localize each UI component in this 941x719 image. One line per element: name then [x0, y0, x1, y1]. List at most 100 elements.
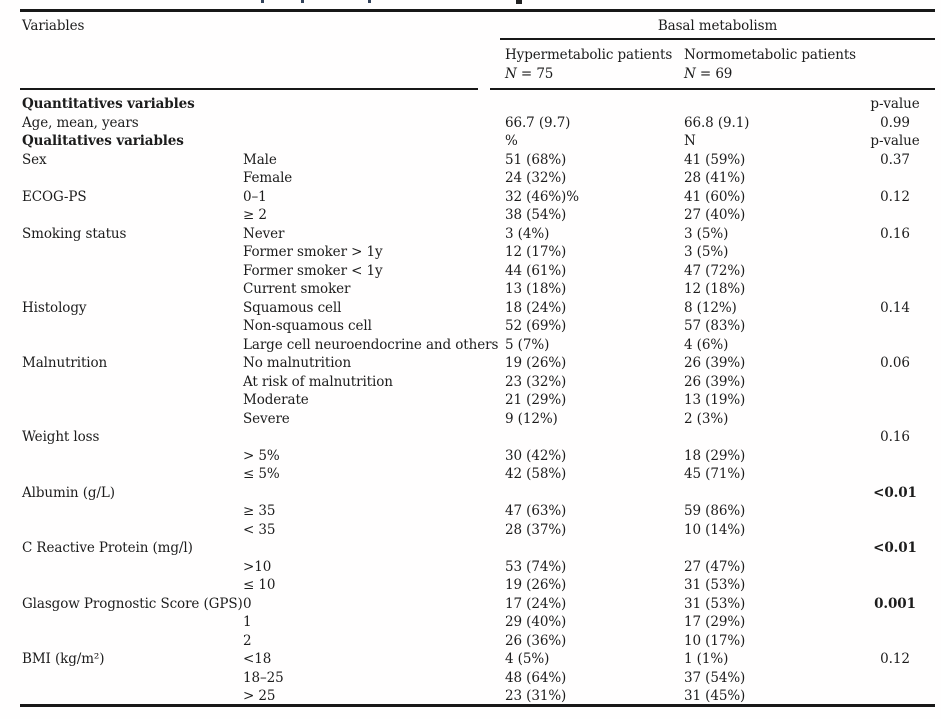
category-cell: Moderate	[243, 392, 309, 408]
hyper-value-cell: 48 (64%)	[505, 669, 567, 686]
p-value-cell: p-value	[870, 96, 920, 112]
hyper-value-cell: 19 (26%)	[505, 577, 567, 593]
hyper-value-cell: 21 (29%)	[505, 392, 567, 408]
normo-value-cell: 59 (86%)	[684, 503, 746, 519]
table-row: Malnutrition No malnutrition 19 (26%) 26 (3…	[20, 354, 935, 373]
table-row: Age, mean, years 66.7 (9.7) 66.8 (9.1) 0.99	[20, 114, 935, 133]
variable-cell: Glasgow Prognostic Score (GPS)	[22, 595, 243, 612]
normo-value-cell: 26 (39%)	[684, 373, 746, 390]
table-body: Quantitatives variables p-value Age, mean,…	[20, 95, 935, 706]
normo-value-cell: 41 (59%)	[684, 151, 746, 168]
caption-fragment	[368, 0, 371, 3]
variable-cell	[20, 391, 243, 410]
normo-value-cell: 27 (40%)	[684, 207, 746, 223]
normo-value-cell	[684, 95, 855, 114]
table-row: C Reactive Protein (mg/l) <0.01	[20, 539, 935, 558]
variable-cell: Qualitatives variables	[22, 133, 184, 149]
variable-cell: Malnutrition	[22, 355, 108, 371]
column-header-hypermetabolic: Hypermetabolic patients N = 75	[505, 46, 672, 83]
hyper-value-cell: 18 (24%)	[505, 299, 567, 316]
table-rule-top	[20, 9, 935, 12]
variable-cell: ECOG-PS	[22, 188, 87, 205]
variable-cell: Age, mean, years	[22, 114, 139, 131]
variable-cell: C Reactive Protein (mg/l)	[22, 540, 193, 556]
category-cell	[243, 114, 505, 133]
category-cell: Squamous cell	[243, 299, 342, 316]
hyper-value-cell: 52 (69%)	[505, 318, 567, 334]
p-value-cell	[855, 373, 935, 392]
hyper-value-cell: 23 (32%)	[505, 373, 567, 390]
hyper-value-cell: 26 (36%)	[505, 632, 567, 649]
normo-value-cell: 28 (41%)	[684, 170, 746, 186]
category-cell: Female	[243, 170, 293, 186]
p-value-cell: 0.12	[880, 188, 910, 205]
category-cell: Never	[243, 225, 285, 242]
table-rule-header-left	[20, 88, 478, 90]
category-cell	[243, 484, 505, 503]
category-cell	[243, 428, 505, 447]
p-value-cell	[855, 243, 935, 262]
hyper-value-cell: 3 (4%)	[505, 225, 550, 242]
table-row: ECOG-PS 0–1 32 (46%)% 41 (60%) 0.12	[20, 188, 935, 207]
p-value-cell	[855, 465, 935, 484]
variable-cell	[20, 632, 243, 651]
category-cell: ≤ 5%	[243, 466, 280, 482]
table-row: Sex Male 51 (68%) 41 (59%) 0.37	[20, 151, 935, 170]
category-cell: ≤ 10	[243, 577, 276, 593]
table-row: ≥ 2 38 (54%) 27 (40%)	[20, 206, 935, 225]
category-cell: ≥ 2	[243, 207, 267, 223]
variable-cell: Histology	[22, 299, 87, 316]
column-header-variables: Variables	[22, 18, 85, 34]
normo-value-cell: 47 (72%)	[684, 262, 746, 279]
p-value-cell: <0.01	[873, 484, 917, 501]
table-row: > 5% 30 (42%) 18 (29%)	[20, 447, 935, 466]
column-header-hypermetabolic-title: Hypermetabolic patients	[505, 47, 673, 63]
category-cell: Former smoker < 1y	[243, 262, 383, 279]
table-rule-bottom	[20, 704, 935, 707]
category-cell: Male	[243, 151, 277, 168]
variable-cell	[20, 169, 243, 188]
normo-value-cell: 12 (18%)	[684, 281, 746, 297]
table-row: 1 29 (40%) 17 (29%)	[20, 613, 935, 632]
variable-cell	[20, 206, 243, 225]
n-symbol: N	[684, 65, 696, 82]
normo-value-cell: 10 (17%)	[684, 632, 746, 649]
category-cell	[243, 95, 505, 114]
variable-cell	[20, 465, 243, 484]
p-value-cell	[855, 687, 935, 706]
hyper-value-cell: 23 (31%)	[505, 688, 567, 704]
variable-cell: Smoking status	[22, 225, 127, 242]
caption-fragment	[516, 0, 522, 4]
table-row: ≤ 10 19 (26%) 31 (53%)	[20, 576, 935, 595]
p-value-cell: p-value	[870, 133, 920, 149]
hyper-value-cell: %	[505, 133, 518, 149]
p-value-cell: 0.99	[880, 114, 910, 131]
category-cell: Severe	[243, 410, 290, 427]
hyper-value-cell: 17 (24%)	[505, 595, 567, 612]
p-value-cell: 0.14	[880, 299, 910, 316]
normo-value-cell: 31 (53%)	[684, 595, 746, 612]
n-symbol: N	[505, 65, 517, 82]
normo-value-cell: 41 (60%)	[684, 188, 746, 205]
p-value-cell: 0.001	[874, 595, 916, 612]
normo-value-cell: 1 (1%)	[684, 651, 729, 667]
normo-value-cell	[684, 484, 855, 503]
variable-cell	[20, 521, 243, 540]
variable-cell	[20, 447, 243, 466]
caption-fragment	[301, 0, 304, 3]
variable-cell: Sex	[22, 151, 47, 168]
normo-value-cell	[684, 539, 855, 558]
variable-cell	[20, 576, 243, 595]
table-row: Non-squamous cell 52 (69%) 57 (83%)	[20, 317, 935, 336]
category-cell: 0	[243, 595, 252, 612]
table-row: Former smoker < 1y 44 (61%) 47 (72%)	[20, 262, 935, 281]
variable-cell	[20, 558, 243, 577]
variable-cell	[20, 280, 243, 299]
hyper-value-cell: 38 (54%)	[505, 207, 567, 223]
n-count: = 69	[695, 65, 733, 82]
variable-cell	[20, 243, 243, 262]
hyper-value-cell	[505, 95, 684, 114]
category-cell: >10	[243, 558, 272, 575]
hyper-value-cell: 42 (58%)	[505, 466, 567, 482]
